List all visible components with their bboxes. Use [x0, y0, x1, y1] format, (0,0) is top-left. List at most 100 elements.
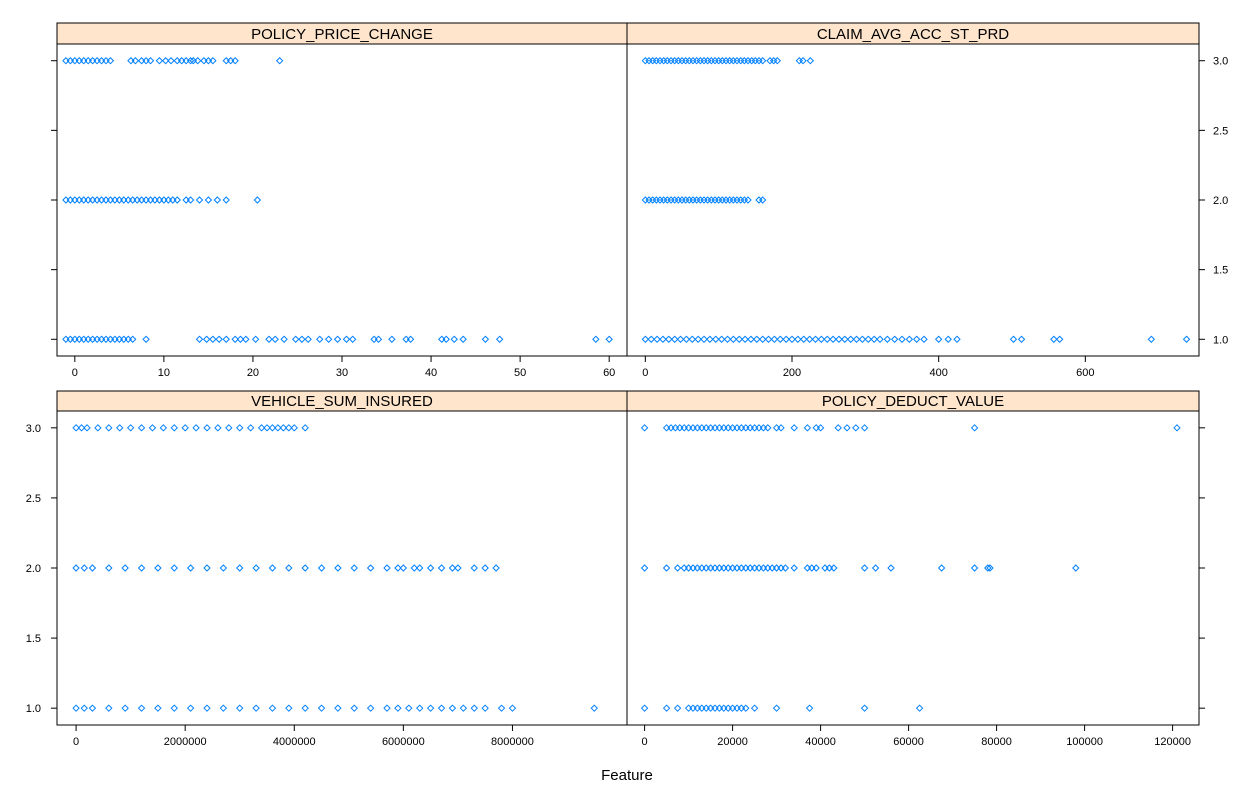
x-tick-label: 200 — [783, 367, 801, 379]
data-point — [747, 335, 755, 343]
data-point — [173, 196, 181, 204]
data-point — [195, 196, 204, 204]
data-point — [772, 704, 781, 712]
data-point — [860, 704, 869, 712]
data-point — [170, 704, 178, 712]
data-point — [459, 704, 468, 712]
data-point — [805, 704, 814, 712]
x-tick-label: 40 — [425, 367, 437, 379]
data-point — [242, 335, 250, 343]
data-point — [410, 564, 418, 572]
data-point — [665, 335, 673, 343]
data-point — [186, 564, 195, 572]
data-point — [268, 704, 277, 712]
x-tick-label: 50 — [514, 367, 526, 379]
data-point — [934, 335, 943, 343]
data-point — [508, 704, 517, 712]
data-point — [890, 335, 899, 343]
series-y-1 — [62, 335, 613, 343]
series-y-2 — [62, 196, 262, 204]
data-point — [864, 335, 872, 343]
data-point — [944, 335, 952, 343]
x-tick-label: 40000 — [805, 736, 836, 748]
data-point — [219, 704, 228, 712]
data-point — [662, 564, 671, 572]
data-point — [770, 335, 779, 343]
data-point — [236, 424, 244, 432]
data-point — [170, 564, 178, 572]
data-point — [388, 335, 396, 343]
data-point — [1173, 424, 1181, 432]
data-point — [723, 335, 732, 343]
data-point — [717, 335, 726, 343]
data-point — [492, 564, 500, 572]
data-point — [252, 704, 260, 712]
data-point — [915, 704, 924, 712]
series-y-2 — [640, 564, 1080, 572]
data-point — [870, 335, 878, 343]
series-y-3 — [641, 57, 815, 65]
data-point — [406, 335, 415, 343]
data-point — [257, 424, 266, 432]
data-point — [806, 57, 815, 65]
data-point — [192, 424, 200, 432]
x-tick-label: 400 — [929, 367, 947, 379]
x-tick-label: 120000 — [1154, 736, 1191, 748]
data-point — [94, 424, 102, 432]
data-point — [304, 335, 312, 343]
data-point — [394, 564, 402, 572]
data-point — [846, 335, 855, 343]
data-point — [653, 335, 661, 343]
data-point — [350, 564, 358, 572]
y-tick-label: 2.5 — [1213, 125, 1228, 137]
data-point — [659, 335, 667, 343]
data-point — [876, 335, 884, 343]
data-point — [291, 335, 300, 343]
data-point — [735, 335, 743, 343]
data-point — [481, 564, 489, 572]
data-point — [161, 57, 170, 65]
data-point — [383, 704, 391, 712]
data-point — [317, 564, 326, 572]
data-point — [333, 335, 342, 343]
data-point — [753, 335, 761, 343]
data-point — [137, 564, 146, 572]
data-point — [860, 564, 869, 572]
data-point — [194, 57, 202, 65]
data-point — [829, 335, 837, 343]
data-point — [871, 564, 880, 572]
data-point — [146, 57, 155, 65]
panel-0: POLICY_PRICE_CHANGE 0 10 20 30 40 50 60 — [51, 22, 628, 379]
x-tick-label: 60 — [603, 367, 615, 379]
panels: POLICY_PRICE_CHANGE 0 10 20 30 40 50 60 CLAIM_AV… — [26, 22, 1228, 748]
data-point — [316, 335, 324, 343]
data-point — [137, 424, 146, 432]
data-point — [860, 424, 869, 432]
y-tick-label: 1.5 — [1213, 265, 1228, 277]
data-point — [88, 564, 97, 572]
data-point — [790, 564, 798, 572]
data-point — [790, 424, 798, 432]
data-point — [416, 704, 424, 712]
data-point — [285, 564, 293, 572]
data-point — [1050, 335, 1058, 343]
data-point — [298, 335, 306, 343]
y-tick-label: 1.5 — [26, 633, 41, 645]
data-point — [750, 704, 759, 712]
panel-frame — [56, 410, 628, 726]
x-tick-label: 600 — [1076, 367, 1094, 379]
series-y-1 — [641, 335, 1191, 343]
data-point — [215, 335, 223, 343]
data-point — [203, 704, 211, 712]
data-point — [154, 564, 162, 572]
x-tick-label: 80000 — [981, 736, 1012, 748]
data-point — [816, 424, 825, 432]
data-point — [641, 335, 650, 343]
data-point — [640, 564, 649, 572]
data-point — [285, 704, 293, 712]
data-point — [170, 424, 178, 432]
y-tick-label: 2.0 — [26, 563, 41, 575]
x-tick-label: 0 — [72, 367, 78, 379]
panel-frame — [626, 43, 1200, 357]
